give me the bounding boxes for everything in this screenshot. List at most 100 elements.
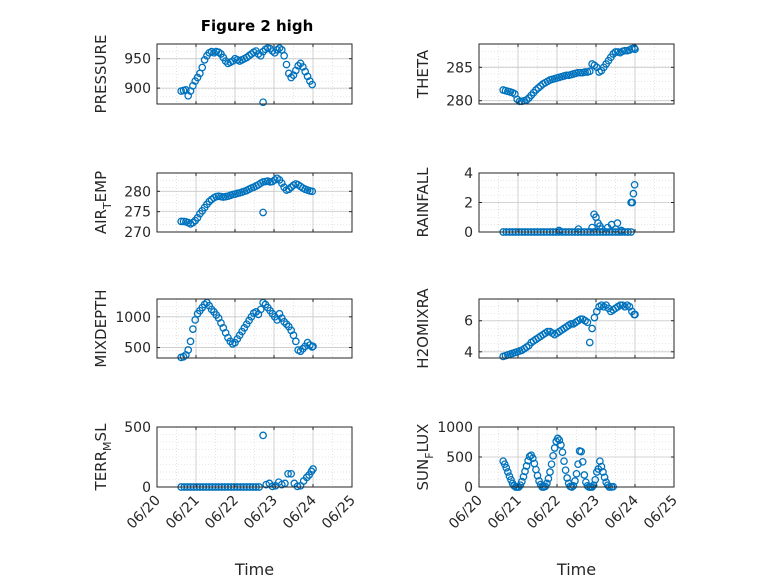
data-point — [549, 451, 557, 460]
subplot-pressure: 900 950 PRESSURE — [92, 35, 353, 113]
data-point — [277, 179, 286, 188]
data-point — [558, 448, 567, 457]
data-point — [543, 327, 552, 336]
data-point — [613, 219, 622, 227]
y-tick-label: 280 — [124, 184, 151, 200]
y-tick-label: 285 — [446, 60, 473, 76]
y-tick-label: 270 — [124, 225, 151, 241]
data-point — [284, 469, 292, 478]
y-tick-label: 4 — [464, 166, 473, 182]
data-point — [555, 436, 564, 445]
data-point — [576, 315, 585, 324]
data-point — [275, 309, 284, 318]
y-axis-label: TERRMSL — [92, 423, 114, 492]
data-point — [628, 198, 637, 207]
data-point — [583, 318, 592, 327]
data-point — [266, 44, 274, 53]
subplot-h2omixra: 4 6 H2OMIXRA — [414, 288, 675, 369]
x-tick-label: 06/24 — [602, 492, 642, 532]
data-point — [193, 73, 202, 82]
y-tick-label: 275 — [124, 205, 151, 221]
data-point — [293, 482, 302, 491]
data-point — [588, 223, 596, 232]
subplot-air-temp: 270 275 280 AIRTEMP — [92, 171, 353, 241]
data-point — [557, 441, 565, 449]
data-point — [571, 477, 579, 485]
data-point — [259, 431, 267, 440]
data-point — [226, 337, 235, 346]
y-axis-label: AIRTEMP — [92, 171, 114, 234]
y-axis-label: MIXDEPTH — [92, 289, 110, 367]
y-tick-label: 4 — [464, 345, 473, 361]
data-point — [504, 468, 512, 476]
x-tick-label: 06/23 — [241, 493, 281, 533]
data-point — [630, 180, 639, 189]
data-point — [547, 460, 556, 469]
data-point — [207, 305, 216, 314]
data-point — [268, 482, 277, 491]
data-point — [516, 481, 525, 490]
data-point — [591, 475, 600, 484]
y-axis-label: THETA — [414, 49, 432, 99]
data-point — [507, 475, 515, 484]
y-tick-label: 1000 — [437, 420, 473, 436]
y-tick-label: 280 — [446, 94, 473, 110]
data-point — [535, 477, 543, 485]
y-tick-label: 0 — [464, 480, 473, 496]
data-point — [546, 468, 554, 476]
data-point — [577, 447, 586, 456]
y-tick-label: 1000 — [115, 310, 151, 326]
y-tick-label: 500 — [124, 420, 151, 436]
data-point — [631, 310, 639, 319]
subplot-rainfall: 0 2 4 RAINFALL — [414, 166, 675, 241]
data-point — [518, 477, 526, 486]
y-axis-label: SUNFLUX — [414, 424, 436, 491]
x-tick-label: 06/23 — [563, 493, 603, 533]
x-axis-label: Time — [234, 560, 274, 579]
axes-box — [156, 426, 353, 488]
y-tick-label: 900 — [124, 81, 151, 97]
data-point — [505, 472, 514, 481]
data-point — [553, 434, 562, 443]
data-point — [291, 337, 300, 346]
x-axis-label: Time — [556, 560, 596, 579]
data-point — [585, 67, 594, 76]
figure-title: Figure 2 high — [201, 17, 314, 35]
axes-box — [478, 298, 675, 359]
data-point — [500, 460, 509, 469]
subplot-theta: 280 285 THETA — [414, 43, 675, 110]
subplot-terr-msl: 0 500 TERRMSL 06/20 06/21 06/22 06/23 06/24 06/2… — [92, 420, 359, 579]
data-point — [576, 68, 585, 77]
x-tick-label: 06/22 — [524, 493, 564, 533]
subplot-mixdepth: 500 1000 MIXDEPTH — [92, 289, 353, 368]
data-point — [287, 73, 296, 82]
data-point — [296, 347, 305, 356]
data-point — [294, 61, 303, 70]
data-point — [280, 317, 288, 326]
data-point — [515, 97, 524, 106]
data-point — [189, 325, 197, 333]
subplot-grid: 900 950 PRESSURE 280 285 THETA 270 275 280 AIRTEM… — [92, 35, 681, 579]
y-tick-label: 0 — [142, 480, 151, 496]
data-point — [560, 457, 568, 466]
data-point — [309, 342, 317, 351]
data-point — [534, 84, 543, 92]
data-point — [177, 217, 186, 226]
y-tick-label: 950 — [124, 52, 151, 68]
data-point — [502, 463, 511, 472]
data-point — [629, 189, 638, 198]
data-point — [588, 324, 596, 333]
data-point — [572, 469, 581, 478]
data-point — [532, 86, 540, 94]
data-point — [282, 60, 291, 69]
x-tick-label: 06/21 — [163, 493, 203, 533]
data-point — [256, 51, 265, 60]
data-point — [522, 96, 531, 104]
data-point — [259, 98, 267, 107]
data-point — [284, 69, 293, 78]
data-point — [308, 187, 317, 196]
data-point — [303, 338, 312, 347]
data-point — [555, 226, 563, 235]
data-point — [585, 338, 594, 347]
